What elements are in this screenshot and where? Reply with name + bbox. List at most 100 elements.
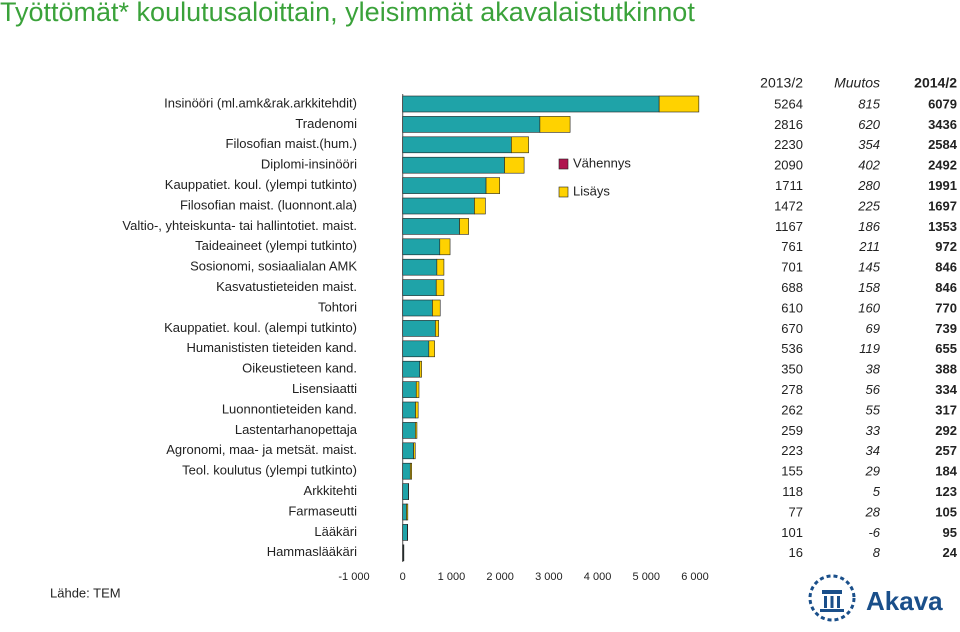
bar-base	[402, 462, 411, 480]
bar-base	[402, 381, 417, 398]
category-label: Diplomi-insinööri	[261, 157, 357, 172]
total-value: 317	[935, 402, 957, 417]
category-label: Filosofian maist. (luonnont.ala)	[180, 197, 357, 212]
change-value: 211	[858, 239, 880, 254]
bar-change	[406, 503, 409, 521]
change-value: 160	[858, 300, 880, 315]
bar-base	[402, 258, 438, 276]
change-value: 5	[873, 484, 881, 499]
bar-base	[402, 238, 441, 256]
change-value: 8	[873, 545, 881, 560]
bar-change	[409, 462, 412, 480]
change-value: 186	[858, 219, 880, 234]
category-label: Tradenomi	[295, 116, 357, 131]
x-tick-label: 6 000	[681, 571, 709, 583]
total-value: 1991	[928, 178, 957, 193]
x-tick-label: 3 000	[535, 571, 563, 583]
bar-change	[658, 95, 700, 113]
bar-change	[485, 177, 501, 194]
change-value: -6	[868, 525, 880, 540]
bar-change	[504, 156, 525, 174]
change-value: 354	[858, 137, 880, 152]
category-label: Farmaseutti	[288, 503, 357, 518]
bar-change	[435, 279, 445, 296]
category-label: Taideaineet (ylempi tutkinto)	[195, 238, 357, 253]
total-value: 257	[935, 443, 957, 458]
category-label: Arkkitehti	[304, 483, 358, 498]
change-value: 145	[858, 260, 880, 275]
bar-change	[428, 340, 435, 358]
base-value: 118	[782, 484, 803, 499]
change-value: 29	[865, 464, 880, 479]
base-value: 670	[781, 321, 803, 336]
bar-base	[402, 156, 505, 174]
bar-base	[402, 177, 487, 194]
bar-change	[439, 238, 451, 256]
base-value: 2090	[774, 158, 803, 173]
category-label: Lääkäri	[314, 524, 357, 539]
bar-change	[511, 136, 529, 154]
category-label: Lastentarhanopettaja	[235, 422, 358, 437]
total-value: 2584	[928, 137, 958, 152]
base-value: 259	[781, 423, 803, 438]
change-value: 55	[866, 402, 881, 417]
change-value: 119	[859, 341, 880, 356]
change-value: 28	[865, 504, 881, 519]
change-value: 402	[858, 158, 880, 173]
change-value: 225	[857, 198, 880, 213]
total-value: 184	[935, 464, 957, 479]
base-value: 223	[781, 443, 803, 458]
change-value: 56	[866, 382, 881, 397]
base-value: 350	[781, 362, 803, 377]
change-value: 158	[858, 280, 880, 295]
bar-base	[402, 360, 421, 378]
bar-change	[415, 401, 419, 419]
base-value: 278	[781, 382, 803, 397]
total-value: 105	[935, 504, 957, 519]
total-value: 972	[935, 239, 957, 254]
bar-base	[402, 116, 541, 133]
base-value: 701	[781, 260, 803, 275]
bar-change	[419, 360, 422, 378]
category-label: Hammaslääkäri	[267, 544, 357, 559]
total-value: 123	[935, 484, 957, 499]
total-value: 6079	[928, 96, 957, 111]
change-value: 69	[866, 321, 880, 336]
total-value: 292	[935, 423, 957, 438]
bar-change	[459, 218, 469, 235]
bar-change	[435, 320, 440, 337]
bar-base	[402, 95, 660, 113]
bar-base	[402, 299, 433, 317]
category-label: Kauppatiet. koul. (ylempi tutkinto)	[165, 177, 357, 192]
x-tick-label: -1 000	[338, 571, 369, 583]
total-value: 334	[935, 382, 957, 397]
bar-base	[402, 340, 430, 358]
base-value: 1472	[774, 198, 803, 213]
change-value: 815	[858, 96, 880, 111]
legend-swatch	[558, 158, 569, 170]
base-value: 610	[781, 300, 803, 315]
total-value: 846	[935, 260, 957, 275]
bar-change	[539, 116, 571, 133]
bar-base	[402, 136, 512, 154]
base-value: 1167	[775, 219, 803, 234]
base-value: 2230	[774, 137, 803, 152]
legend-swatch	[558, 186, 569, 198]
total-value: 739	[935, 321, 957, 336]
change-value: 33	[866, 423, 881, 438]
change-value: 38	[866, 362, 881, 377]
category-label: Luonnontieteiden kand.	[222, 401, 357, 416]
base-value: 155	[781, 464, 803, 479]
change-value: 34	[866, 443, 880, 458]
base-value: 1711	[775, 178, 803, 193]
bar-base	[402, 442, 414, 460]
x-tick-label: 0	[400, 571, 406, 583]
category-label: Insinööri (ml.amk&rak.arkkitehdit)	[164, 95, 357, 110]
bar-change	[432, 299, 441, 317]
bar-change	[436, 258, 445, 276]
change-value: 620	[858, 117, 880, 132]
base-value: 77	[789, 504, 803, 519]
total-value: 2492	[928, 158, 957, 173]
total-value: 24	[943, 545, 958, 560]
